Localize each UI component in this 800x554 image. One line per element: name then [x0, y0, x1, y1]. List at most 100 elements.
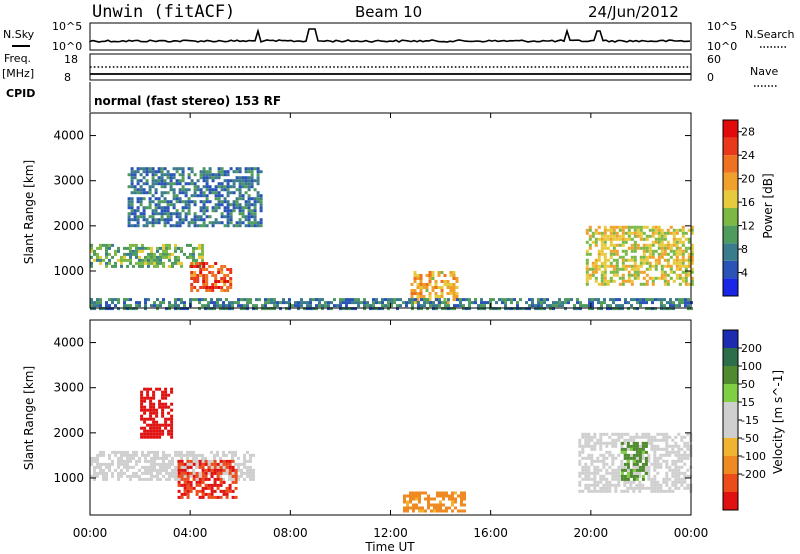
heatmap-cell [393, 298, 396, 302]
heatmap-cell [256, 200, 260, 204]
nsky-label: N.Sky [3, 28, 35, 41]
heatmap-cell [198, 462, 202, 466]
heatmap-cell [609, 276, 613, 280]
heatmap-cell [186, 459, 190, 463]
heatmap-cell [690, 270, 694, 274]
heatmap-cell [635, 444, 639, 448]
heatmap-cell [243, 307, 246, 311]
heatmap-cell [201, 462, 205, 466]
heatmap-cell [159, 471, 162, 475]
heatmap-cell [219, 298, 222, 302]
heatmap-cell [210, 450, 213, 454]
heatmap-cell [99, 298, 102, 302]
heatmap-cell [232, 191, 236, 195]
heatmap-cell [654, 237, 658, 241]
heatmap-cell [584, 438, 588, 442]
heatmap-cell [177, 495, 181, 499]
heatmap-cell [108, 307, 111, 311]
heatmap-cell [237, 456, 240, 460]
heatmap-cell [608, 480, 612, 484]
heatmap-cell [615, 298, 618, 302]
heatmap-cell [690, 276, 694, 280]
heatmap-cell [645, 307, 648, 311]
heatmap-cell [273, 301, 276, 305]
heatmap-cell [430, 497, 433, 501]
heatmap-cell [186, 489, 190, 493]
heatmap-cell [256, 197, 260, 201]
heatmap-cell [132, 264, 135, 268]
heatmap-cell [204, 459, 208, 463]
heatmap-cell [234, 462, 237, 466]
heatmap-cell [253, 224, 257, 228]
heatmap-cell [267, 298, 270, 302]
heatmap-cell [419, 277, 423, 280]
heatmap-cell [158, 405, 162, 409]
heatmap-cell [675, 304, 678, 308]
heatmap-cell [678, 267, 682, 271]
heatmap-cell [90, 307, 93, 311]
heatmap-cell [183, 304, 186, 308]
heatmap-cell [584, 468, 588, 472]
heatmap-cell [684, 298, 687, 302]
heatmap-cell [624, 240, 628, 244]
heatmap-cell [228, 465, 232, 469]
heatmap-cell [253, 203, 257, 207]
heatmap-cell [153, 456, 156, 460]
heatmap-cell [241, 176, 245, 180]
heatmap-cell [600, 270, 604, 274]
heatmap-cell [223, 206, 227, 210]
heatmap-cell [166, 191, 170, 195]
heatmap-cell [418, 494, 421, 498]
heatmap-cell [660, 234, 664, 238]
freq-label: Freq. [4, 52, 31, 65]
heatmap-cell [578, 483, 582, 487]
heatmap-cell [593, 483, 597, 487]
heatmap-cell [611, 477, 615, 481]
heatmap-cell [178, 200, 182, 204]
heatmap-cell [201, 252, 204, 256]
heatmap-cell [591, 270, 595, 274]
heatmap-cell [127, 224, 131, 228]
heatmap-cell [154, 170, 158, 174]
heatmap-cell [363, 304, 366, 308]
heatmap-cell [246, 465, 249, 469]
heatmap-cell [247, 203, 251, 207]
velocity-colorbar-tick-label: -50 [741, 432, 759, 445]
heatmap-cell [321, 298, 324, 302]
heatmap-cell [675, 255, 679, 259]
heatmap-cell [623, 468, 627, 472]
heatmap-cell [184, 191, 188, 195]
heatmap-cell [665, 462, 669, 466]
heatmap-cell [187, 167, 191, 171]
heatmap-cell [674, 474, 678, 478]
heatmap-cell [238, 206, 242, 210]
heatmap-cell [587, 474, 591, 478]
heatmap-cell [345, 298, 348, 302]
heatmap-cell [558, 304, 561, 308]
heatmap-cell [161, 390, 165, 394]
heatmap-cell [216, 462, 220, 466]
heatmap-cell [141, 249, 144, 253]
heatmap-cell [135, 243, 138, 247]
heatmap-cell [462, 307, 465, 311]
heatmap-cell [180, 264, 183, 268]
heatmap-cell [140, 408, 144, 412]
heatmap-cell [175, 209, 179, 213]
heatmap-cell [238, 185, 242, 189]
heatmap-cell [199, 176, 203, 180]
heatmap-cell [618, 304, 621, 308]
heatmap-cell [99, 453, 102, 457]
heatmap-cell [452, 286, 456, 289]
heatmap-cell [186, 477, 190, 481]
heatmap-cell [250, 170, 254, 174]
heatmap-cell [156, 450, 159, 454]
heatmap-cell [178, 188, 182, 192]
heatmap-cell [684, 279, 688, 283]
heatmap-cell [665, 441, 669, 445]
heatmap-cell [587, 477, 591, 481]
heatmap-cell [546, 304, 549, 308]
heatmap-cell [148, 221, 152, 225]
heatmap-cell [158, 423, 162, 427]
heatmap-cell [133, 191, 137, 195]
heatmap-cell [690, 282, 694, 286]
